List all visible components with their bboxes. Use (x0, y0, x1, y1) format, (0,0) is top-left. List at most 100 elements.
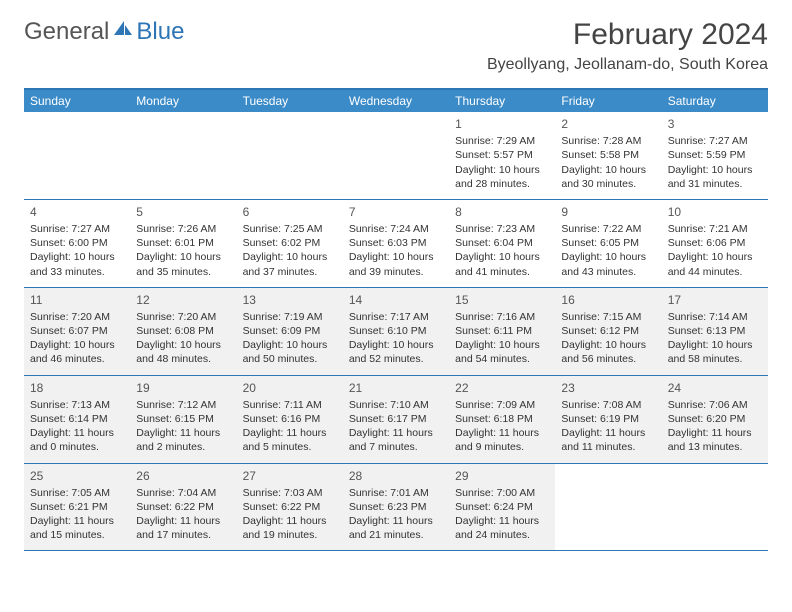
daylight-line-1: Daylight: 10 hours (561, 338, 655, 352)
daylight-line-2: and 7 minutes. (349, 440, 443, 454)
daylight-line-2: and 52 minutes. (349, 352, 443, 366)
calendar-cell: 21Sunrise: 7:10 AMSunset: 6:17 PMDayligh… (343, 376, 449, 463)
daylight-line-1: Daylight: 11 hours (30, 514, 124, 528)
daylight-line-1: Daylight: 11 hours (668, 426, 762, 440)
calendar-week: 25Sunrise: 7:05 AMSunset: 6:21 PMDayligh… (24, 464, 768, 552)
calendar-cell-empty (662, 464, 768, 551)
sunrise-line: Sunrise: 7:26 AM (136, 222, 230, 236)
daylight-line-2: and 17 minutes. (136, 528, 230, 542)
calendar-cell: 24Sunrise: 7:06 AMSunset: 6:20 PMDayligh… (662, 376, 768, 463)
daylight-line-2: and 43 minutes. (561, 265, 655, 279)
calendar-cell-empty (24, 112, 130, 199)
daylight-line-1: Daylight: 10 hours (455, 338, 549, 352)
calendar-week: 18Sunrise: 7:13 AMSunset: 6:14 PMDayligh… (24, 376, 768, 464)
calendar-cell: 8Sunrise: 7:23 AMSunset: 6:04 PMDaylight… (449, 200, 555, 287)
daylight-line-1: Daylight: 11 hours (243, 426, 337, 440)
daylight-line-2: and 48 minutes. (136, 352, 230, 366)
sunrise-line: Sunrise: 7:23 AM (455, 222, 549, 236)
daylight-line-2: and 35 minutes. (136, 265, 230, 279)
sunrise-line: Sunrise: 7:22 AM (561, 222, 655, 236)
logo-text-1: General (24, 18, 109, 46)
sunrise-line: Sunrise: 7:04 AM (136, 486, 230, 500)
calendar-cell: 10Sunrise: 7:21 AMSunset: 6:06 PMDayligh… (662, 200, 768, 287)
daylight-line-1: Daylight: 10 hours (455, 250, 549, 264)
calendar-cell: 1Sunrise: 7:29 AMSunset: 5:57 PMDaylight… (449, 112, 555, 199)
sunrise-line: Sunrise: 7:12 AM (136, 398, 230, 412)
calendar-cell-empty (237, 112, 343, 199)
weekday-thu: Thursday (449, 90, 555, 112)
sunset-line: Sunset: 6:12 PM (561, 324, 655, 338)
daylight-line-2: and 9 minutes. (455, 440, 549, 454)
daylight-line-1: Daylight: 10 hours (668, 163, 762, 177)
sunset-line: Sunset: 6:19 PM (561, 412, 655, 426)
daylight-line-1: Daylight: 10 hours (561, 163, 655, 177)
day-number: 14 (349, 292, 443, 308)
weekday-fri: Friday (555, 90, 661, 112)
logo: General Blue (24, 18, 184, 46)
calendar-cell: 12Sunrise: 7:20 AMSunset: 6:08 PMDayligh… (130, 288, 236, 375)
calendar-week: 11Sunrise: 7:20 AMSunset: 6:07 PMDayligh… (24, 288, 768, 376)
daylight-line-2: and 15 minutes. (30, 528, 124, 542)
logo-sail-icon (109, 18, 136, 46)
sunset-line: Sunset: 5:58 PM (561, 148, 655, 162)
day-number: 4 (30, 204, 124, 220)
daylight-line-1: Daylight: 10 hours (136, 338, 230, 352)
sunset-line: Sunset: 6:03 PM (349, 236, 443, 250)
daylight-line-1: Daylight: 10 hours (243, 338, 337, 352)
calendar-cell: 22Sunrise: 7:09 AMSunset: 6:18 PMDayligh… (449, 376, 555, 463)
daylight-line-2: and 46 minutes. (30, 352, 124, 366)
title-block: February 2024 Byeollyang, Jeollanam-do, … (487, 18, 768, 74)
calendar-cell: 19Sunrise: 7:12 AMSunset: 6:15 PMDayligh… (130, 376, 236, 463)
daylight-line-1: Daylight: 10 hours (349, 338, 443, 352)
calendar-cell: 5Sunrise: 7:26 AMSunset: 6:01 PMDaylight… (130, 200, 236, 287)
daylight-line-1: Daylight: 11 hours (349, 514, 443, 528)
sunset-line: Sunset: 6:02 PM (243, 236, 337, 250)
daylight-line-2: and 44 minutes. (668, 265, 762, 279)
sunset-line: Sunset: 6:23 PM (349, 500, 443, 514)
day-number: 13 (243, 292, 337, 308)
sunrise-line: Sunrise: 7:15 AM (561, 310, 655, 324)
sunrise-line: Sunrise: 7:21 AM (668, 222, 762, 236)
calendar-cell: 11Sunrise: 7:20 AMSunset: 6:07 PMDayligh… (24, 288, 130, 375)
calendar-cell: 13Sunrise: 7:19 AMSunset: 6:09 PMDayligh… (237, 288, 343, 375)
sunset-line: Sunset: 6:08 PM (136, 324, 230, 338)
sunset-line: Sunset: 6:04 PM (455, 236, 549, 250)
day-number: 28 (349, 468, 443, 484)
calendar-cell: 25Sunrise: 7:05 AMSunset: 6:21 PMDayligh… (24, 464, 130, 551)
daylight-line-1: Daylight: 10 hours (668, 250, 762, 264)
sunset-line: Sunset: 6:00 PM (30, 236, 124, 250)
calendar-cell: 28Sunrise: 7:01 AMSunset: 6:23 PMDayligh… (343, 464, 449, 551)
weekday-wed: Wednesday (343, 90, 449, 112)
calendar-week: 4Sunrise: 7:27 AMSunset: 6:00 PMDaylight… (24, 200, 768, 288)
daylight-line-2: and 39 minutes. (349, 265, 443, 279)
sunset-line: Sunset: 6:16 PM (243, 412, 337, 426)
day-number: 5 (136, 204, 230, 220)
daylight-line-1: Daylight: 10 hours (668, 338, 762, 352)
daylight-line-1: Daylight: 10 hours (30, 250, 124, 264)
calendar-cell: 17Sunrise: 7:14 AMSunset: 6:13 PMDayligh… (662, 288, 768, 375)
sunrise-line: Sunrise: 7:00 AM (455, 486, 549, 500)
daylight-line-1: Daylight: 11 hours (243, 514, 337, 528)
daylight-line-1: Daylight: 11 hours (349, 426, 443, 440)
sunset-line: Sunset: 6:07 PM (30, 324, 124, 338)
sunrise-line: Sunrise: 7:03 AM (243, 486, 337, 500)
weekday-tue: Tuesday (237, 90, 343, 112)
sunrise-line: Sunrise: 7:27 AM (668, 134, 762, 148)
daylight-line-1: Daylight: 10 hours (455, 163, 549, 177)
sunrise-line: Sunrise: 7:19 AM (243, 310, 337, 324)
sunset-line: Sunset: 6:20 PM (668, 412, 762, 426)
day-number: 11 (30, 292, 124, 308)
sunset-line: Sunset: 6:24 PM (455, 500, 549, 514)
daylight-line-2: and 54 minutes. (455, 352, 549, 366)
sunset-line: Sunset: 5:59 PM (668, 148, 762, 162)
day-number: 29 (455, 468, 549, 484)
calendar-cell: 14Sunrise: 7:17 AMSunset: 6:10 PMDayligh… (343, 288, 449, 375)
sunset-line: Sunset: 6:15 PM (136, 412, 230, 426)
daylight-line-2: and 56 minutes. (561, 352, 655, 366)
calendar-cell: 27Sunrise: 7:03 AMSunset: 6:22 PMDayligh… (237, 464, 343, 551)
calendar-cell: 2Sunrise: 7:28 AMSunset: 5:58 PMDaylight… (555, 112, 661, 199)
weeks-container: 1Sunrise: 7:29 AMSunset: 5:57 PMDaylight… (24, 112, 768, 551)
day-number: 15 (455, 292, 549, 308)
day-number: 19 (136, 380, 230, 396)
daylight-line-1: Daylight: 10 hours (136, 250, 230, 264)
